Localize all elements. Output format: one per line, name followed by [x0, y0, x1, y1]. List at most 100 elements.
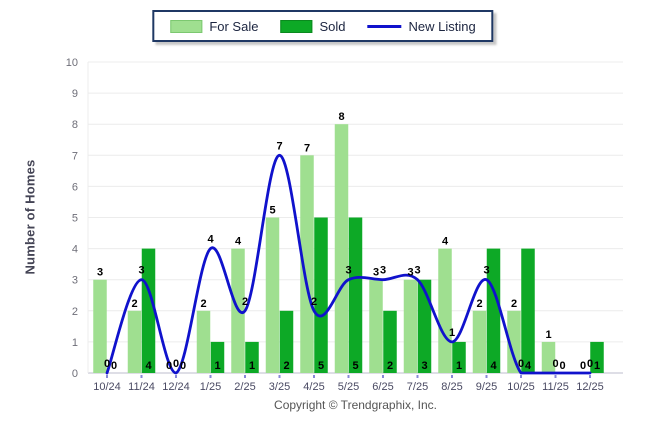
bar-sold: [383, 310, 397, 373]
for-sale-value-label: 2: [131, 298, 137, 310]
bar-for-sale: [300, 155, 314, 373]
x-tick-label: 12/25: [576, 381, 604, 393]
bar-for-sale: [265, 217, 280, 373]
bar-for-sale: [196, 310, 211, 373]
sold-value-label: 5: [352, 360, 358, 372]
for-sale-value-label: 1: [545, 329, 551, 341]
x-tick-label: 7/25: [407, 381, 428, 393]
for-sale-swatch-icon: [170, 19, 203, 33]
bar-sold: [245, 341, 259, 373]
y-tick-label: 10: [66, 57, 78, 69]
sold-value-label: 2: [283, 360, 289, 372]
new-listing-line: [105, 153, 592, 375]
new-listing-value-label: 7: [276, 140, 282, 152]
legend-label-for-sale: For Sale: [209, 18, 259, 34]
x-tick-label: 12/24: [162, 381, 190, 393]
x-tick-mark: [485, 375, 488, 378]
y-tick-label: 5: [72, 213, 78, 225]
bar-sold: [521, 248, 535, 373]
bar-for-sale: [369, 279, 383, 373]
x-tick-label: 1/25: [200, 381, 221, 393]
new-listing-line-icon: [367, 24, 402, 28]
legend-item-for-sale: For Sale: [170, 19, 258, 34]
sold-value-label: 1: [594, 360, 600, 372]
bar-sold: [348, 217, 363, 373]
for-sale-value-label: 3: [373, 267, 379, 279]
bar-sold: [210, 341, 225, 373]
new-listing-value-label: 3: [414, 265, 420, 277]
bar-for-sale: [93, 279, 107, 373]
bar-for-sale: [334, 124, 349, 373]
y-tick-label: 6: [72, 181, 78, 193]
x-tick-label: 3/25: [269, 381, 290, 393]
x-tick-mark: [382, 375, 384, 378]
for-sale-value-label: 3: [407, 267, 413, 279]
x-tick-mark: [106, 375, 108, 378]
x-tick-label: 8/25: [441, 381, 462, 393]
x-tick-mark: [244, 375, 246, 378]
x-tick-mark: [589, 375, 591, 378]
x-tick-mark: [278, 375, 281, 378]
bar-for-sale: [438, 248, 452, 373]
bar-sold: [452, 341, 466, 373]
y-tick-label: 8: [72, 119, 78, 131]
bar-for-sale: [127, 310, 142, 373]
for-sale-value-label: 8: [338, 111, 344, 123]
for-sale-value-label: 2: [476, 298, 482, 310]
x-tick-mark: [347, 375, 350, 378]
new-listing-value-label: 3: [138, 265, 144, 277]
sold-value-label: 4: [525, 360, 532, 372]
legend-label-sold: Sold: [319, 18, 346, 34]
x-tick-label: 2/25: [234, 381, 255, 393]
sold-swatch-icon: [280, 19, 313, 33]
x-tick-label: 11/25: [542, 381, 569, 393]
new-listing-value-label: 4: [207, 234, 214, 246]
bar-sold: [314, 217, 328, 373]
copyright-text: Copyright © Trendgraphix, Inc.: [274, 398, 437, 412]
x-tick-label: 4/25: [303, 381, 324, 393]
sold-value-label: 0: [111, 360, 117, 372]
for-sale-value-label: 2: [511, 298, 517, 310]
x-tick-mark: [416, 375, 419, 378]
y-tick-label: 1: [72, 337, 78, 349]
y-tick-label: 9: [72, 88, 78, 100]
y-tick-label: 2: [72, 306, 78, 318]
bar-sold: [417, 279, 432, 373]
for-sale-value-label: 0: [580, 360, 586, 372]
legend: For Sale Sold New Listing: [152, 10, 494, 42]
new-listing-value-label: 3: [345, 265, 351, 277]
legend-item-new-listing: New Listing: [367, 18, 476, 34]
y-tick-label: 4: [72, 244, 78, 256]
y-tick-label: 7: [72, 150, 78, 162]
new-listing-value-label: 0: [518, 358, 524, 370]
bar-for-sale: [472, 310, 487, 373]
new-listing-value-label: 0: [173, 358, 179, 370]
for-sale-value-label: 7: [304, 142, 310, 154]
sold-value-label: 2: [387, 360, 393, 372]
y-tick-label: 3: [72, 275, 78, 287]
x-tick-mark: [554, 375, 557, 378]
for-sale-value-label: 4: [442, 236, 449, 248]
bar-for-sale: [403, 279, 418, 373]
x-tick-mark: [520, 375, 522, 378]
x-tick-mark: [313, 375, 315, 378]
new-listing-value-label: 0: [587, 358, 593, 370]
new-listing-value-label: 2: [311, 296, 317, 308]
sold-value-label: 4: [145, 360, 152, 372]
bar-for-sale: [507, 310, 521, 373]
bar-sold: [486, 248, 501, 373]
bar-for-sale: [541, 341, 556, 373]
bar-sold: [141, 248, 156, 373]
y-tick-label: 0: [72, 368, 78, 380]
new-listing-value-label: 1: [449, 327, 455, 339]
legend-item-sold: Sold: [280, 19, 345, 34]
for-sale-value-label: 4: [235, 236, 242, 248]
sold-value-label: 3: [421, 360, 427, 372]
legend-label-new-listing: New Listing: [408, 18, 476, 34]
sold-value-label: 5: [318, 360, 324, 372]
x-tick-mark: [175, 375, 177, 378]
new-listing-value-label: 0: [552, 358, 558, 370]
x-tick-label: 10/25: [507, 381, 535, 393]
sold-value-label: 0: [180, 360, 186, 372]
